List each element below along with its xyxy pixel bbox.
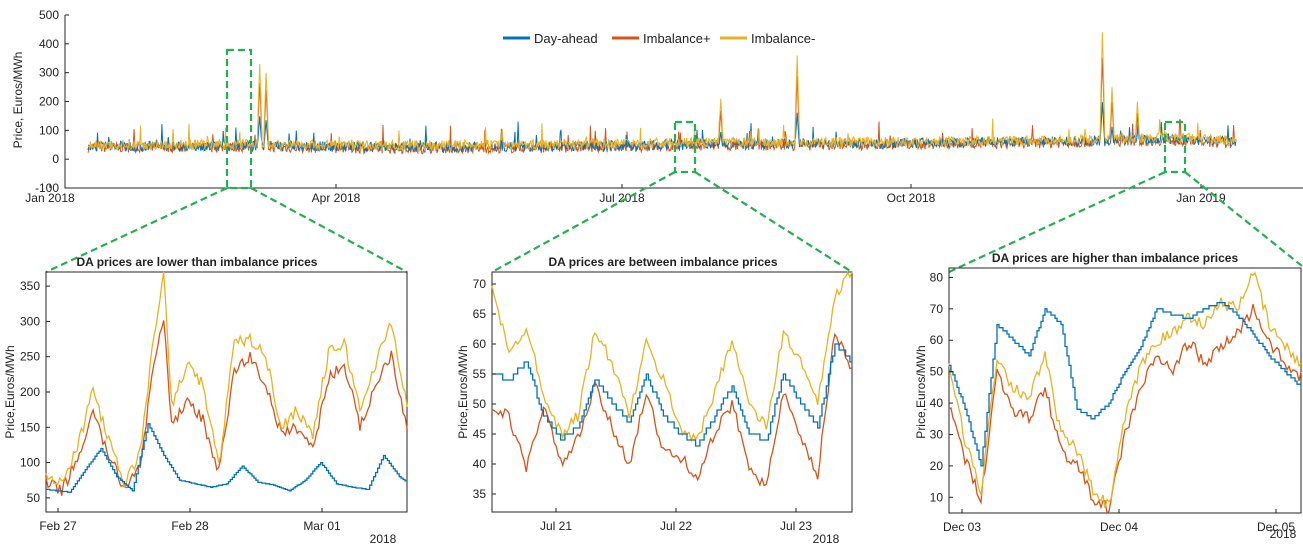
connector-dec-right <box>1184 171 1303 267</box>
legend-label-imbalance-plus: Imbalance+ <box>643 31 711 46</box>
panel-dec-y-axis-label: Price,Euros/MWh <box>914 345 928 438</box>
top-x-ticks: Jan 2018 Apr 2018 Jul 2018 Oct 2018 Jan 2019 <box>25 184 1226 205</box>
y-tick-label: 10 <box>930 490 944 504</box>
panel-jul-y-ticks: 70 65 60 55 50 45 40 35 <box>473 277 496 501</box>
panel-feb-year: 2018 <box>370 532 397 546</box>
panel-series-imbalance-plus <box>45 320 408 496</box>
panel-series-day-ahead <box>46 423 408 493</box>
y-tick-label: 60 <box>930 333 944 347</box>
panel-series-imbalance-minus <box>491 271 853 443</box>
panel-feb-y-axis-label: Price,Euros/MWh <box>3 345 17 438</box>
y-tick-label: 200 <box>39 95 59 109</box>
y-tick-label: 45 <box>473 427 487 441</box>
panel-dec-title: DA prices are higher than imbalance pric… <box>992 251 1239 265</box>
top-series-lines <box>87 32 1237 155</box>
y-tick-label: 60 <box>473 337 487 351</box>
panel-series-day-ahead <box>949 301 1302 467</box>
x-tick-label: Jul 22 <box>660 519 692 533</box>
y-tick-label: 80 <box>930 270 944 284</box>
panel-dec-frame <box>948 267 1302 514</box>
y-tick-label: 65 <box>473 307 487 321</box>
x-tick-label: Feb 27 <box>39 519 77 533</box>
y-tick-label: 40 <box>930 396 944 410</box>
x-tick-label: Dec 04 <box>1100 520 1138 534</box>
y-tick-label: 50 <box>27 491 41 505</box>
y-tick-label: 400 <box>39 37 59 51</box>
panel-feb-title: DA prices are lower than imbalance price… <box>77 255 318 269</box>
x-tick-label: Jan 2019 <box>1176 191 1226 205</box>
panel-dec-series <box>948 271 1302 515</box>
panel-series-day-ahead <box>492 343 852 447</box>
y-tick-label: 0 <box>52 152 59 166</box>
y-tick-label: 70 <box>930 302 944 316</box>
connector-jul-left <box>491 171 676 273</box>
y-tick-label: 350 <box>20 279 40 293</box>
x-tick-label: Mar 01 <box>303 519 341 533</box>
zoom-box-feb <box>225 48 253 190</box>
x-tick-label: Apr 2018 <box>312 191 361 205</box>
x-tick-label: Jul 21 <box>540 519 572 533</box>
y-tick-label: -100 <box>35 181 59 195</box>
y-tick-label: 70 <box>473 277 487 291</box>
y-tick-label: 100 <box>20 456 40 470</box>
panel-jul-y-axis-label: Price,Euros/MWh <box>456 345 470 438</box>
zoom-box-jul <box>673 120 697 174</box>
panel-series-imbalance-plus <box>491 332 853 487</box>
y-tick-label: 35 <box>473 487 487 501</box>
x-tick-label: Jul 2018 <box>599 191 645 205</box>
x-tick-label: Dec 05 <box>1257 520 1295 534</box>
y-tick-label: 200 <box>20 385 40 399</box>
x-tick-label: Jul 23 <box>780 519 812 533</box>
panel-feb-series <box>45 271 408 496</box>
top-series-imbalance-minus <box>87 32 1237 152</box>
connector-jul-right <box>694 171 853 273</box>
panel-jul-year: 2018 <box>813 532 840 546</box>
panel-feb-x-ticks: Feb 27 Feb 28 Mar 01 <box>39 508 341 533</box>
panel-series-imbalance-minus <box>45 271 408 489</box>
connector-dec-left <box>948 171 1166 273</box>
y-tick-label: 50 <box>930 365 944 379</box>
y-tick-label: 150 <box>20 420 40 434</box>
y-tick-label: 300 <box>20 314 40 328</box>
y-tick-label: 250 <box>20 350 40 364</box>
panel-jul-title: DA prices are between imbalance prices <box>549 255 778 269</box>
panel-dec: DA prices are higher than imbalance pric… <box>914 251 1302 541</box>
panel-dec-x-ticks: Dec 03 Dec 04 Dec 05 <box>943 509 1295 534</box>
x-tick-label: Dec 03 <box>943 520 981 534</box>
zoom-box-dec <box>1163 120 1187 174</box>
panel-dec-y-ticks: 80 70 60 50 40 30 20 10 <box>930 270 953 504</box>
panel-jul-series <box>491 271 853 487</box>
y-tick-label: 50 <box>473 397 487 411</box>
top-y-axis-label: Price, Euros/MWh <box>11 52 25 149</box>
top-series-day-ahead <box>87 102 1237 153</box>
legend-label-day-ahead: Day-ahead <box>534 31 598 46</box>
x-tick-label: Feb 28 <box>171 519 209 533</box>
panel-dec-year: 2018 <box>1270 527 1297 541</box>
y-tick-label: 55 <box>473 367 487 381</box>
x-tick-label: Jan 2018 <box>25 191 75 205</box>
panel-jul-x-ticks: Jul 21 Jul 22 Jul 23 <box>540 508 812 533</box>
x-tick-label: Oct 2018 <box>887 191 936 205</box>
panel-jul: DA prices are between imbalance prices 7… <box>456 255 853 546</box>
legend-label-imbalance-minus: Imbalance- <box>751 31 815 46</box>
connector-feb-right <box>250 187 408 273</box>
y-tick-label: 20 <box>930 459 944 473</box>
top-y-ticks: 500 400 300 200 100 0 -100 <box>35 8 69 195</box>
panel-feb-y-ticks: 350 300 250 200 150 100 50 <box>20 279 50 505</box>
connector-feb-left <box>45 187 228 273</box>
y-tick-label: 500 <box>39 8 59 22</box>
zoom-indicators <box>45 48 1303 273</box>
y-tick-label: 30 <box>930 427 944 441</box>
top-chart: 500 400 300 200 100 0 -100 Jan 2018 Apr 2018 Jul… <box>11 8 1303 205</box>
panel-jul-frame <box>491 271 853 513</box>
legend: Day-ahead Imbalance+ Imbalance- <box>503 31 815 46</box>
y-tick-label: 100 <box>39 123 59 137</box>
y-tick-label: 40 <box>473 457 487 471</box>
y-tick-label: 300 <box>39 66 59 80</box>
panel-feb: DA prices are lower than imbalance price… <box>3 255 408 546</box>
panel-series-imbalance-minus <box>948 271 1302 509</box>
panel-series-imbalance-plus <box>948 303 1302 515</box>
